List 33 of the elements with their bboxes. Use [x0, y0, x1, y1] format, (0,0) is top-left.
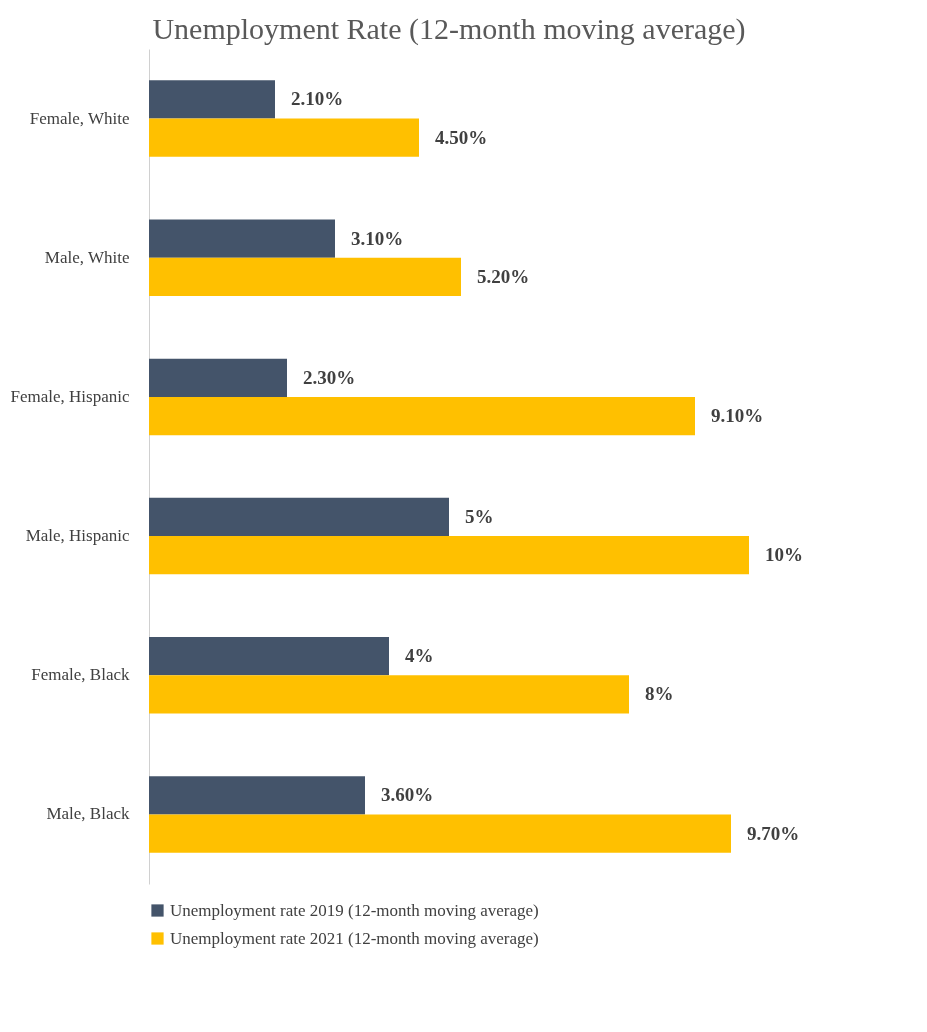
bar [149, 536, 749, 575]
y-tick-label: Male, Hispanic [25, 526, 130, 546]
bar [149, 497, 449, 537]
bar [149, 358, 287, 397]
bar [149, 219, 335, 258]
y-tick-label: Female, Hispanic [10, 386, 130, 406]
bar [149, 814, 731, 853]
legend-label: Unemployment rate 2021 (12-month moving average) [170, 928, 539, 948]
data-label: 4% [405, 645, 434, 667]
bar [149, 396, 695, 436]
y-tick-label: Female, Black [31, 665, 130, 685]
data-label: 8% [645, 683, 674, 705]
bar [149, 257, 461, 297]
y-tick-label: Male, Black [46, 804, 130, 824]
y-tick-label: Female, White [29, 108, 130, 128]
bar [149, 675, 629, 714]
chart-title: Unemployment Rate (12-month moving average) [152, 12, 746, 46]
bar [149, 776, 365, 815]
data-label: 3.10% [351, 227, 404, 249]
data-label: 5.20% [477, 265, 530, 287]
bar [149, 118, 419, 157]
data-label: 10% [765, 544, 803, 566]
data-label: 9.10% [711, 405, 764, 427]
data-label: 2.10% [291, 88, 344, 110]
data-label: 3.60% [381, 784, 434, 806]
bar [149, 636, 389, 676]
data-label: 9.70% [747, 822, 800, 844]
bar [149, 80, 275, 119]
data-label: 4.50% [435, 126, 488, 148]
y-tick-label: Male, White [44, 247, 130, 267]
data-label: 5% [465, 505, 494, 527]
data-label: 2.30% [303, 366, 356, 388]
legend-label: Unemployment rate 2019 (12-month moving average) [170, 900, 539, 920]
